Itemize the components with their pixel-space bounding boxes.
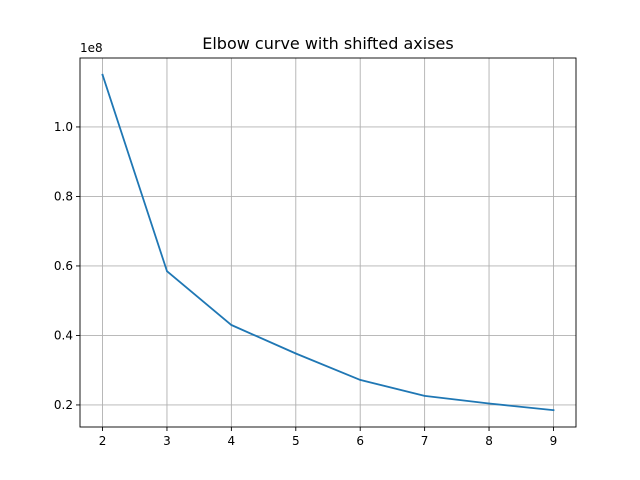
data-point [101,73,104,76]
data-point [552,409,555,412]
y-axis-offset-label: 1e8 [80,41,103,55]
data-point [294,352,297,355]
series-line [101,73,555,412]
x-tick-label: 2 [99,434,107,448]
x-tick-label: 6 [356,434,364,448]
y-axis: 0.2 0.4 0.6 0.8 1.0 [54,120,80,412]
x-tick-label: 3 [163,434,171,448]
chart-title: Elbow curve with shifted axises [202,34,453,53]
data-point [166,270,168,273]
data-point [230,324,233,326]
x-axis: 2 3 4 5 6 7 8 9 [99,427,558,448]
data-point [488,402,490,405]
data-point [359,379,362,381]
x-tick-label: 9 [550,434,558,448]
x-tick-label: 4 [228,434,236,448]
y-tick-label: 1.0 [54,120,73,134]
x-tick-label: 7 [421,434,429,448]
plot-area-frame [79,57,577,428]
x-tick-label: 5 [292,434,300,448]
series-layer [101,73,555,412]
data-point [423,394,426,397]
y-tick-label: 0.6 [54,259,73,273]
grid [80,58,576,427]
y-tick-label: 0.4 [54,328,73,342]
y-tick-label: 0.8 [54,189,73,203]
x-tick-label: 8 [485,434,493,448]
y-tick-label: 0.2 [54,398,73,412]
